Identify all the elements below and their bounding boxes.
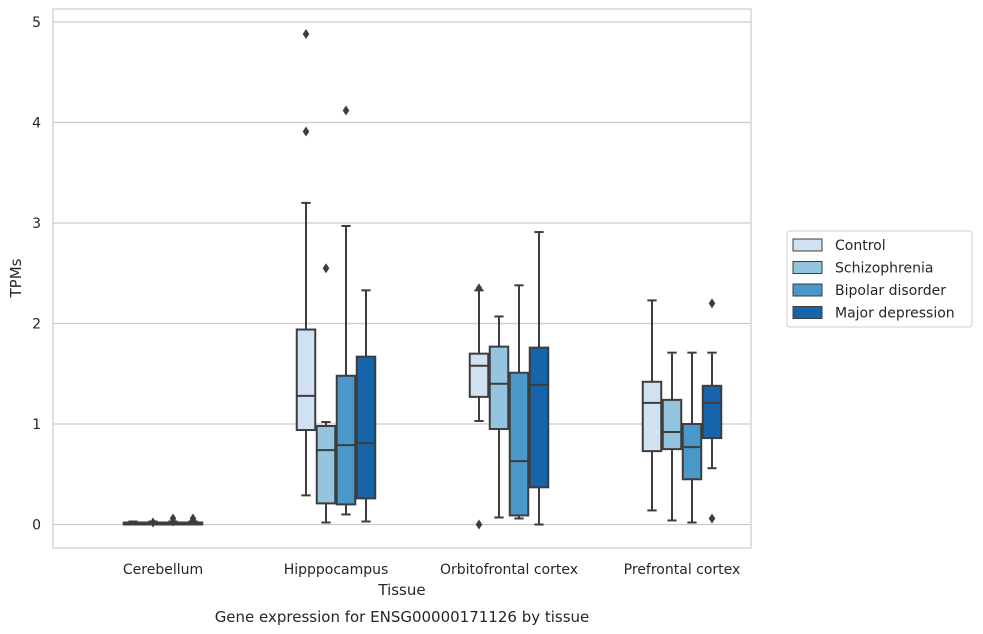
box-3-0 bbox=[641, 299, 663, 512]
outlier-point bbox=[322, 263, 330, 274]
box-2-1 bbox=[488, 315, 510, 519]
box-1-2 bbox=[335, 105, 357, 516]
box-2-3 bbox=[528, 231, 550, 526]
outlier-point bbox=[708, 513, 716, 524]
box-1-3 bbox=[355, 289, 377, 523]
box-0-1 bbox=[142, 517, 164, 528]
y-tick-label: 4 bbox=[32, 116, 41, 132]
outlier-point bbox=[342, 105, 350, 116]
legend-frame bbox=[786, 230, 973, 328]
box-0-2 bbox=[162, 513, 184, 527]
box-3-3 bbox=[701, 298, 723, 524]
legend-swatch bbox=[792, 283, 823, 297]
box-body bbox=[315, 425, 337, 505]
x-tick-label: Prefrontal cortex bbox=[624, 562, 741, 578]
plot-area bbox=[52, 8, 752, 549]
x-tick-label: Hipppocampus bbox=[284, 562, 389, 578]
box-2-2 bbox=[508, 284, 530, 520]
x-tick-label: Orbitofrontal cortex bbox=[440, 562, 578, 578]
box-body bbox=[641, 380, 663, 453]
box-1-0 bbox=[295, 29, 317, 497]
box-0-0 bbox=[122, 520, 144, 526]
legend-swatch bbox=[792, 238, 823, 252]
legend-label: Major depression bbox=[835, 306, 955, 322]
box-3-2 bbox=[681, 351, 703, 524]
box-body bbox=[528, 346, 550, 489]
box-body bbox=[355, 355, 377, 500]
x-axis-ticks: Cerebellum Hipppocampus Orbitofrontal cort… bbox=[123, 562, 740, 578]
box-body bbox=[488, 345, 510, 431]
outlier-point bbox=[302, 126, 310, 137]
box-1-1 bbox=[315, 263, 337, 524]
outlier-point bbox=[149, 517, 157, 528]
outlier-point bbox=[475, 519, 483, 530]
box-groups bbox=[122, 29, 723, 530]
legend-swatch bbox=[792, 306, 823, 319]
box-body bbox=[295, 328, 317, 432]
box-0-3 bbox=[182, 513, 204, 526]
outlier-point bbox=[475, 283, 483, 294]
legend-label: Control bbox=[835, 238, 886, 254]
box-body bbox=[681, 423, 703, 481]
chart-title: Gene expression for ENSG00000171126 by t… bbox=[215, 608, 590, 626]
y-axis-ticks: 0 1 2 3 4 5 bbox=[32, 15, 41, 534]
box-body bbox=[335, 374, 357, 506]
x-tick-label: Cerebellum bbox=[123, 562, 203, 578]
box-body bbox=[508, 371, 530, 517]
gridlines bbox=[53, 21, 751, 526]
x-axis-label: Tissue bbox=[377, 581, 425, 599]
y-tick-label: 0 bbox=[32, 518, 41, 534]
box-body bbox=[701, 384, 723, 440]
outlier-point bbox=[169, 513, 177, 524]
legend-label: Bipolar disorder bbox=[835, 283, 946, 299]
outlier-point bbox=[708, 298, 716, 309]
legend: Control Schizophrenia Bipolar disorder Majo… bbox=[786, 230, 973, 328]
y-tick-label: 3 bbox=[32, 216, 41, 232]
box-body bbox=[468, 352, 490, 398]
y-axis-label: TPMs bbox=[7, 258, 25, 298]
y-tick-label: 2 bbox=[32, 317, 41, 333]
outlier-point bbox=[189, 513, 197, 524]
legend-label: Schizophrenia bbox=[835, 261, 933, 277]
box-2-0 bbox=[468, 283, 490, 530]
box-3-1 bbox=[661, 351, 683, 522]
y-tick-label: 5 bbox=[32, 15, 41, 31]
box-body bbox=[661, 398, 683, 451]
y-tick-label: 1 bbox=[32, 417, 41, 433]
legend-swatch bbox=[792, 261, 823, 274]
outlier-point bbox=[302, 29, 310, 40]
